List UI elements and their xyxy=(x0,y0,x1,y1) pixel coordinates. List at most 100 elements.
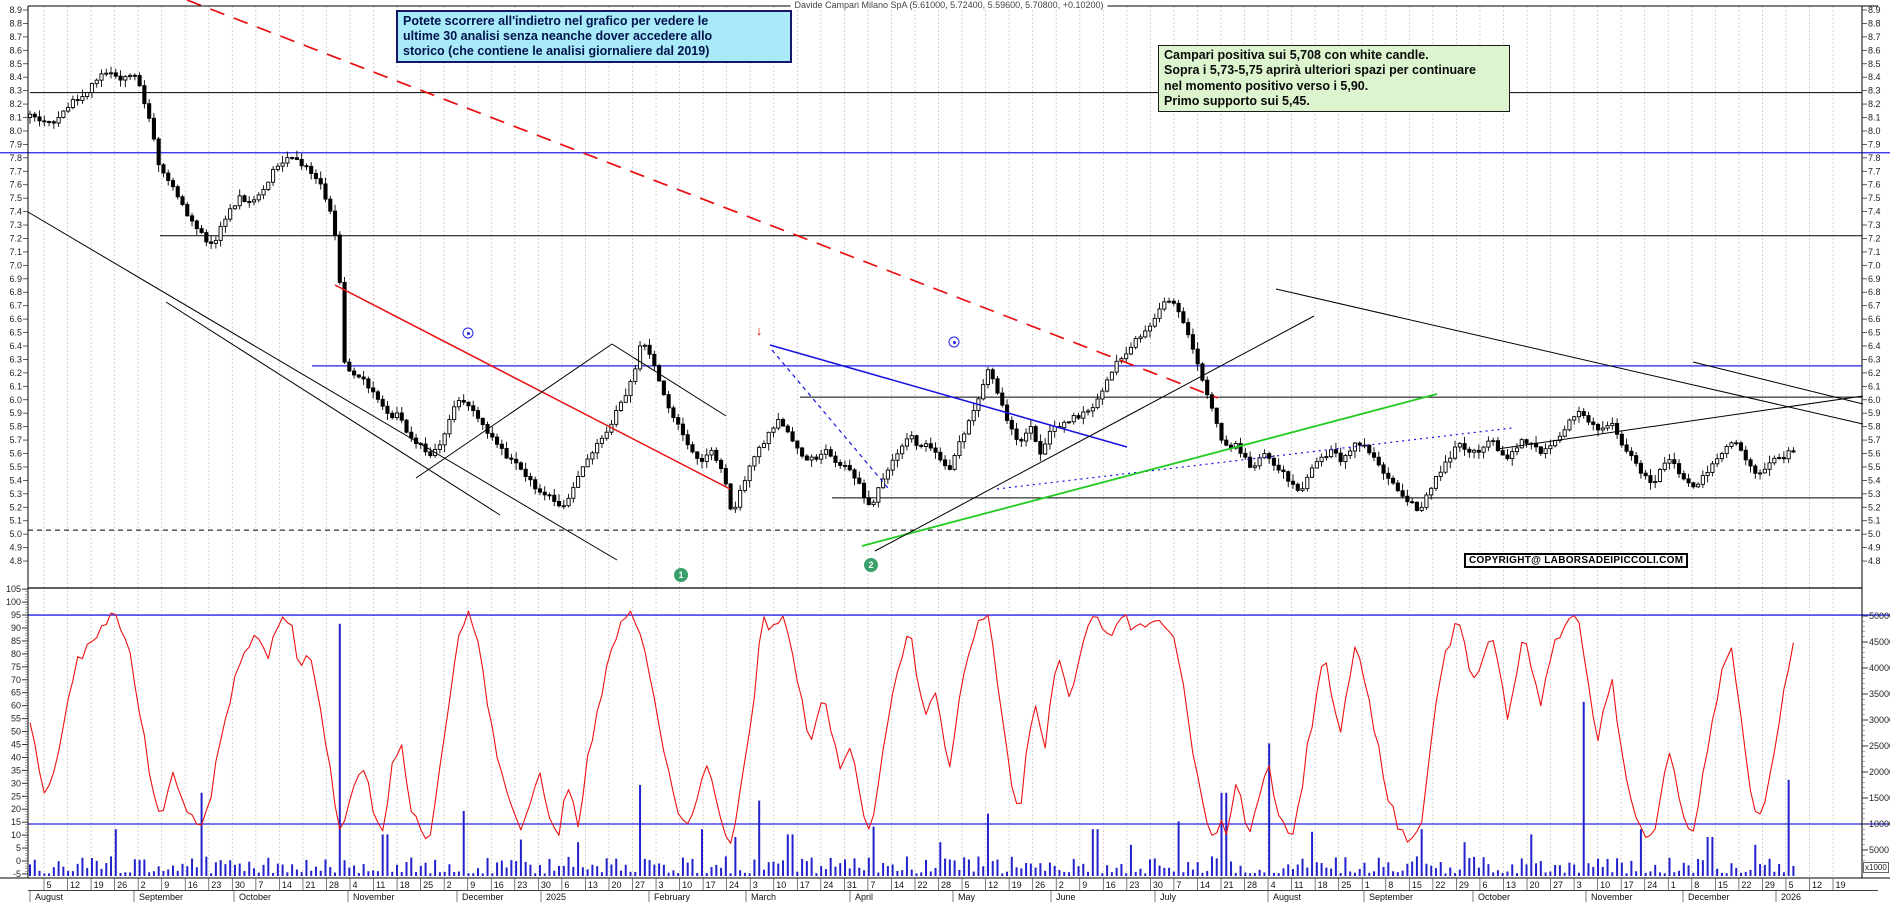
svg-text:15: 15 xyxy=(1412,880,1422,890)
svg-text:60: 60 xyxy=(11,701,21,711)
svg-text:8.9: 8.9 xyxy=(1868,5,1881,15)
svg-text:April: April xyxy=(855,892,873,902)
svg-text:17: 17 xyxy=(800,880,810,890)
svg-text:6.7: 6.7 xyxy=(9,301,22,311)
svg-text:9: 9 xyxy=(470,880,475,890)
svg-text:13: 13 xyxy=(588,880,598,890)
svg-text:4: 4 xyxy=(1271,880,1276,890)
svg-text:19: 19 xyxy=(94,880,104,890)
svg-text:20: 20 xyxy=(611,880,621,890)
svg-text:5.3: 5.3 xyxy=(1868,489,1881,499)
svg-text:10000: 10000 xyxy=(1869,819,1890,829)
svg-text:21: 21 xyxy=(305,880,315,890)
svg-text:4.8: 4.8 xyxy=(1868,556,1881,566)
svg-text:22: 22 xyxy=(1435,880,1445,890)
svg-text:8.2: 8.2 xyxy=(1868,99,1881,109)
svg-text:25: 25 xyxy=(423,880,433,890)
svg-text:8.6: 8.6 xyxy=(1868,45,1881,55)
svg-text:13: 13 xyxy=(1506,880,1516,890)
svg-text:December: December xyxy=(462,892,504,902)
svg-text:5.8: 5.8 xyxy=(9,422,22,432)
svg-text:7.3: 7.3 xyxy=(9,220,22,230)
svg-text:15: 15 xyxy=(11,817,21,827)
svg-text:7: 7 xyxy=(870,880,875,890)
svg-text:7.3: 7.3 xyxy=(1868,220,1881,230)
svg-text:50000: 50000 xyxy=(1869,611,1890,621)
volume-unit-label: x1000 xyxy=(1863,862,1889,873)
svg-text:9: 9 xyxy=(1082,880,1087,890)
svg-text:22: 22 xyxy=(917,880,927,890)
svg-text:1: 1 xyxy=(1365,880,1370,890)
svg-text:50: 50 xyxy=(11,727,21,737)
svg-text:8.8: 8.8 xyxy=(9,18,22,28)
svg-text:December: December xyxy=(1688,892,1730,902)
svg-text:6.0: 6.0 xyxy=(9,395,22,405)
svg-text:25000: 25000 xyxy=(1869,741,1890,751)
wave-marker-1[interactable]: 1 xyxy=(674,568,688,582)
daily-analysis-annotation[interactable]: Campari positiva sui 5,708 con white can… xyxy=(1158,45,1510,112)
down-arrow-icon[interactable]: ↓ xyxy=(755,322,763,338)
copyright-watermark: COPYRIGHT@ LABORSADEIPICCOLI.COM xyxy=(1464,553,1689,568)
svg-text:28: 28 xyxy=(941,880,951,890)
instrument-title: Davide Campari Milano SpA (5.61000, 5.72… xyxy=(790,0,1108,10)
svg-text:31: 31 xyxy=(847,880,857,890)
svg-text:6: 6 xyxy=(1482,880,1487,890)
svg-text:7.4: 7.4 xyxy=(1868,207,1881,217)
svg-text:7.0: 7.0 xyxy=(9,260,22,270)
svg-text:12: 12 xyxy=(988,880,998,890)
wave-marker-2[interactable]: 2 xyxy=(864,558,878,572)
svg-text:June: June xyxy=(1056,892,1076,902)
svg-text:2026: 2026 xyxy=(1781,892,1801,902)
svg-text:17: 17 xyxy=(1624,880,1634,890)
svg-text:7: 7 xyxy=(258,880,263,890)
svg-text:55: 55 xyxy=(11,714,21,724)
svg-text:September: September xyxy=(1369,892,1413,902)
svg-text:7.2: 7.2 xyxy=(1868,233,1881,243)
svg-text:5.1: 5.1 xyxy=(9,516,22,526)
svg-text:28: 28 xyxy=(1247,880,1257,890)
svg-text:6.5: 6.5 xyxy=(9,328,22,338)
svg-text:8.8: 8.8 xyxy=(1868,18,1881,28)
svg-text:9: 9 xyxy=(164,880,169,890)
svg-text:35: 35 xyxy=(11,765,21,775)
svg-text:August: August xyxy=(1273,892,1302,902)
svg-text:8.4: 8.4 xyxy=(1868,72,1881,82)
svg-text:7.6: 7.6 xyxy=(9,180,22,190)
svg-text:21: 21 xyxy=(1224,880,1234,890)
svg-text:95: 95 xyxy=(11,610,21,620)
svg-text:7.0: 7.0 xyxy=(1868,260,1881,270)
circle-marker-icon[interactable] xyxy=(462,327,474,339)
svg-text:5.5: 5.5 xyxy=(1868,462,1881,472)
svg-text:February: February xyxy=(654,892,691,902)
svg-text:7.7: 7.7 xyxy=(9,166,22,176)
svg-text:November: November xyxy=(353,892,395,902)
svg-text:5.4: 5.4 xyxy=(1868,475,1881,485)
svg-text:8.4: 8.4 xyxy=(9,72,22,82)
svg-text:75: 75 xyxy=(11,662,21,672)
svg-text:8.7: 8.7 xyxy=(1868,32,1881,42)
svg-text:5: 5 xyxy=(16,843,21,853)
svg-text:45000: 45000 xyxy=(1869,637,1890,647)
svg-text:6.1: 6.1 xyxy=(9,381,22,391)
svg-text:29: 29 xyxy=(1765,880,1775,890)
svg-text:24: 24 xyxy=(729,880,739,890)
svg-text:7.8: 7.8 xyxy=(1868,153,1881,163)
svg-text:7.7: 7.7 xyxy=(1868,166,1881,176)
circle-marker-icon[interactable] xyxy=(948,336,960,348)
svg-text:4.9: 4.9 xyxy=(9,543,22,553)
svg-text:5.2: 5.2 xyxy=(1868,502,1881,512)
scroll-info-annotation[interactable]: Potete scorrere all'indietro nel grafico… xyxy=(396,10,792,63)
svg-text:October: October xyxy=(239,892,271,902)
svg-text:10: 10 xyxy=(776,880,786,890)
svg-text:6: 6 xyxy=(564,880,569,890)
svg-text:23: 23 xyxy=(517,880,527,890)
svg-text:7.2: 7.2 xyxy=(9,233,22,243)
svg-text:20000: 20000 xyxy=(1869,767,1890,777)
svg-text:6.6: 6.6 xyxy=(1868,314,1881,324)
svg-text:6.8: 6.8 xyxy=(1868,287,1881,297)
svg-text:August: August xyxy=(35,892,64,902)
svg-text:85: 85 xyxy=(11,636,21,646)
svg-text:30000: 30000 xyxy=(1869,715,1890,725)
svg-text:7.9: 7.9 xyxy=(1868,139,1881,149)
